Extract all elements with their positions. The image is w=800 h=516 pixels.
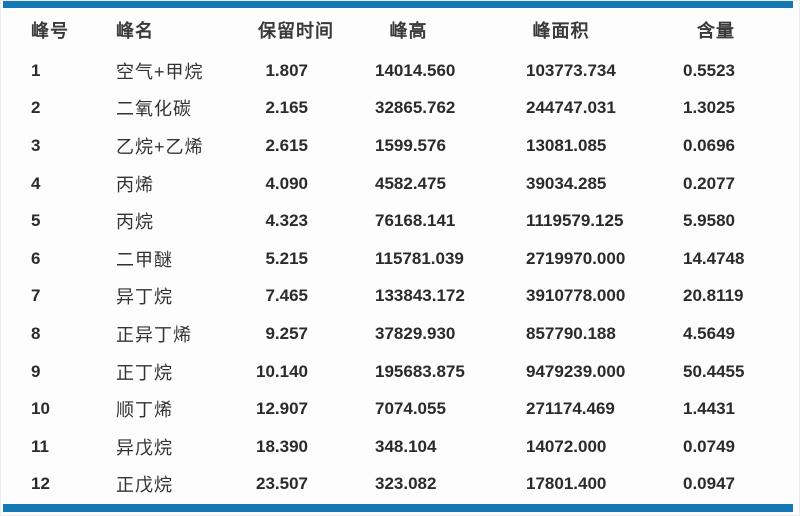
table-row: 10 顺丁烯 12.907 7074.055 271174.469 1.4431 (31, 390, 791, 428)
cell-peak-no: 4 (31, 173, 41, 193)
table-row: 3 乙烷+乙烯 2.615 1599.576 13081.085 0.0696 (31, 127, 791, 165)
cell-peak-height: 7074.055 (375, 399, 446, 419)
cell-retention-time: 9.257 (265, 323, 308, 343)
cell-peak-height: 133843.172 (375, 286, 465, 306)
cell-peak-name: 正异丁烯 (116, 324, 192, 345)
cell-peak-name: 二甲醚 (116, 249, 173, 270)
cell-peak-area: 39034.285 (526, 173, 607, 193)
cell-peak-area: 14072.000 (526, 436, 607, 456)
cell-peak-height: 348.104 (375, 436, 437, 456)
table-row: 1 空气+甲烷 1.807 14014.560 103773.734 0.5523 (31, 52, 791, 90)
cell-retention-time: 12.907 (256, 399, 308, 419)
table-row: 2 二氧化碳 2.165 32865.762 244747.031 1.3025 (31, 90, 791, 128)
cell-peak-no: 11 (31, 436, 49, 456)
cell-peak-name: 异丁烷 (116, 287, 173, 308)
cell-content: 0.0947 (683, 474, 735, 494)
cell-peak-no: 7 (31, 286, 41, 306)
header-peak-no: 峰号 (31, 21, 69, 41)
cell-content: 14.4748 (683, 248, 745, 268)
cell-content: 1.3025 (683, 98, 735, 118)
cell-peak-no: 2 (31, 98, 41, 118)
cell-peak-name: 顺丁烯 (116, 400, 173, 421)
bottom-accent-bar (3, 504, 793, 512)
cell-peak-no: 10 (31, 399, 50, 419)
cell-peak-name: 乙烷+乙烯 (116, 136, 204, 157)
cell-content: 4.5649 (683, 323, 735, 343)
cell-retention-time: 2.165 (265, 98, 308, 118)
cell-peak-area: 857790.188 (526, 323, 616, 343)
cell-retention-time: 23.507 (256, 474, 308, 494)
header-content: 含量 (697, 21, 735, 41)
cell-peak-no: 6 (31, 248, 41, 268)
cell-peak-height: 1599.576 (375, 135, 446, 155)
cell-peak-height: 195683.875 (375, 361, 465, 381)
cell-peak-area: 17801.400 (526, 474, 607, 494)
cell-peak-no: 12 (31, 474, 50, 494)
cell-peak-area: 2719970.000 (526, 248, 626, 268)
cell-peak-area: 13081.085 (526, 135, 607, 155)
cell-peak-height: 37829.930 (375, 323, 456, 343)
cell-retention-time: 2.615 (265, 135, 308, 155)
cell-peak-area: 9479239.000 (526, 361, 626, 381)
cell-content: 1.4431 (683, 399, 735, 419)
cell-peak-height: 32865.762 (375, 98, 456, 118)
cell-content: 50.4455 (683, 361, 745, 381)
header-peak-area: 峰面积 (532, 21, 590, 41)
cell-content: 0.0749 (683, 436, 735, 456)
cell-content: 0.2077 (683, 173, 735, 193)
table-row: 12 正戊烷 23.507 323.082 17801.400 0.0947 (31, 466, 791, 504)
header-peak-name: 峰名 (116, 21, 154, 41)
header-peak-height: 峰高 (389, 21, 428, 41)
top-accent-bar (3, 1, 793, 8)
cell-retention-time: 4.323 (265, 211, 308, 231)
cell-retention-time: 4.090 (265, 173, 308, 193)
cell-content: 20.8119 (683, 286, 744, 306)
cell-retention-time: 18.390 (256, 436, 308, 456)
cell-retention-time: 5.215 (265, 248, 308, 268)
table-row: 6 二甲醚 5.215 115781.039 2719970.000 14.4748 (31, 240, 791, 278)
cell-retention-time: 7.465 (265, 286, 308, 306)
cell-peak-name: 异戊烷 (116, 437, 173, 458)
cell-peak-no: 3 (31, 135, 41, 155)
cell-peak-name: 空气+甲烷 (116, 61, 204, 82)
cell-peak-height: 14014.560 (375, 60, 456, 80)
cell-peak-height: 323.082 (375, 474, 437, 494)
table-row: 4 丙烯 4.090 4582.475 39034.285 0.2077 (31, 165, 791, 203)
cell-peak-name: 丙烯 (116, 174, 154, 195)
table-row: 7 异丁烷 7.465 133843.172 3910778.000 20.8119 (31, 278, 791, 316)
cell-peak-name: 正丁烷 (116, 362, 173, 383)
cell-retention-time: 1.807 (265, 60, 308, 80)
table-header-row: 峰号 峰名 保留时间 峰高 峰面积 含量 (31, 8, 791, 52)
table-row: 8 正异丁烯 9.257 37829.930 857790.188 4.5649 (31, 315, 791, 353)
cell-peak-height: 4582.475 (375, 173, 446, 193)
cell-peak-name: 二氧化碳 (116, 99, 192, 120)
cell-peak-area: 103773.734 (526, 60, 616, 80)
cell-peak-area: 244747.031 (526, 98, 616, 118)
table-row: 11 异戊烷 18.390 348.104 14072.000 0.0749 (31, 428, 791, 466)
cell-content: 0.5523 (683, 60, 735, 80)
cell-peak-height: 115781.039 (375, 248, 464, 268)
cell-peak-area: 271174.469 (526, 399, 615, 419)
cell-peak-area: 3910778.000 (526, 286, 626, 306)
cell-content: 0.0696 (683, 135, 735, 155)
cell-peak-no: 8 (31, 323, 41, 343)
header-retention-time: 保留时间 (258, 21, 334, 41)
cell-peak-no: 5 (31, 211, 41, 231)
table-row: 5 丙烷 4.323 76168.141 1119579.125 5.9580 (31, 202, 791, 240)
cell-retention-time: 10.140 (256, 361, 308, 381)
cell-peak-name: 正戊烷 (116, 475, 173, 496)
table-body: 1 空气+甲烷 1.807 14014.560 103773.734 0.5523 2 二氧化… (31, 52, 791, 503)
cell-peak-area: 1119579.125 (526, 211, 624, 231)
cell-peak-no: 9 (31, 361, 41, 381)
cell-content: 5.9580 (683, 211, 735, 231)
cell-peak-name: 丙烷 (116, 212, 154, 233)
cell-peak-height: 76168.141 (375, 211, 456, 231)
cell-peak-no: 1 (31, 60, 41, 80)
peak-table: 峰号 峰名 保留时间 峰高 峰面积 含量 1 空气+甲烷 1.807 14014.56… (31, 8, 791, 503)
table-row: 9 正丁烷 10.140 195683.875 9479239.000 50.4455 (31, 353, 791, 391)
